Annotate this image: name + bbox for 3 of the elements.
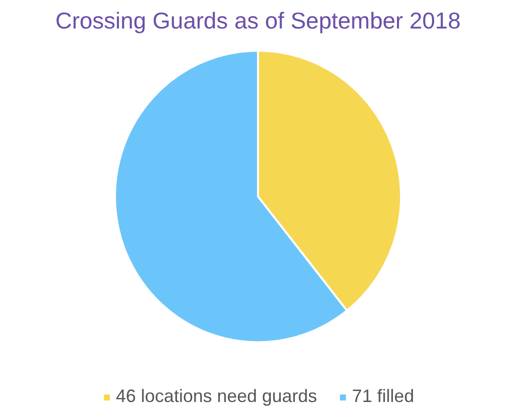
legend-label: 71 filled [352, 386, 414, 407]
chart-title: Crossing Guards as of September 2018 [55, 8, 461, 34]
legend-label: 46 locations need guards [116, 386, 318, 407]
